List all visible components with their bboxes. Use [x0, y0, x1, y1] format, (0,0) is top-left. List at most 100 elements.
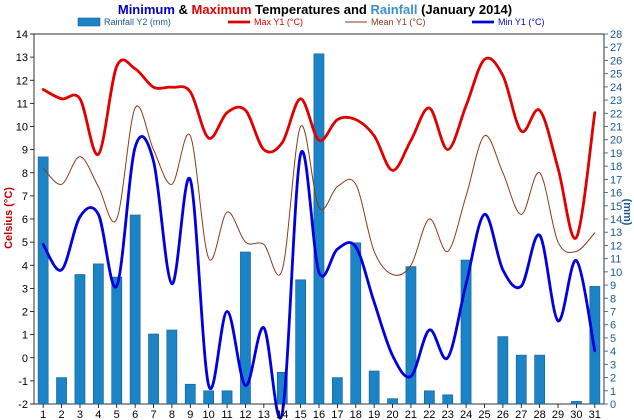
right-tick-label: 5 — [610, 333, 616, 345]
left-tick-label: 3 — [22, 283, 28, 295]
rainfall-bar-day-26 — [497, 336, 509, 405]
left-tick-label: 8 — [22, 168, 28, 180]
x-tick-label: 27 — [515, 409, 527, 420]
left-tick-label: 10 — [16, 122, 28, 134]
left-tick-label: 6 — [22, 214, 28, 226]
right-tick-label: 7 — [610, 307, 616, 319]
temperature-lines — [41, 56, 597, 420]
left-tick-label: 4 — [22, 260, 28, 272]
x-tick-label: 23 — [442, 409, 454, 420]
x-tick-label: 6 — [132, 409, 138, 420]
x-tick-label: 10 — [203, 409, 215, 420]
y-axis-label-left: Celsius (°C) — [3, 187, 15, 249]
x-tick-label: 9 — [187, 409, 193, 420]
right-tick-label: 19 — [610, 148, 622, 160]
x-tick-label: 17 — [331, 409, 343, 420]
rainfall-bar-day-23 — [442, 394, 454, 405]
rainfall-bar-day-9 — [184, 383, 196, 405]
right-tick-label: 11 — [610, 254, 621, 266]
right-tick-label: 14 — [610, 214, 622, 226]
right-tick-label: 15 — [610, 201, 622, 213]
mean-temp-line — [42, 105, 596, 276]
right-tick-label: 23 — [610, 95, 622, 107]
left-tick-label: 0 — [22, 353, 28, 365]
title-part-1: & — [175, 2, 192, 17]
rainfall-bar-day-19 — [368, 370, 380, 405]
rainfall-bar-day-18 — [350, 242, 362, 405]
legend-label: Min Y1 (°C) — [498, 17, 544, 27]
left-tick-label: 2 — [22, 307, 28, 319]
x-tick-label: 8 — [169, 409, 175, 420]
right-tick-label: 25 — [610, 69, 622, 81]
left-tick-label: 12 — [16, 75, 28, 87]
right-tick-label: 17 — [610, 174, 622, 186]
right-tick-label: 26 — [610, 55, 622, 67]
x-tick-label: 11 — [221, 409, 232, 420]
right-tick-label: 0 — [610, 399, 616, 411]
x-tick-label: 12 — [239, 409, 251, 420]
left-tick-label: 7 — [22, 191, 28, 203]
axes: -2-1012345678910111213140123456789101112… — [16, 29, 623, 420]
left-tick-label: 14 — [16, 29, 28, 41]
left-tick-label: 9 — [22, 145, 28, 157]
min-temp-line — [41, 135, 597, 420]
x-tick-label: 3 — [77, 409, 83, 420]
rainfall-bar-day-17 — [331, 377, 343, 405]
right-tick-label: 6 — [610, 320, 616, 332]
left-tick-label: -1 — [18, 376, 28, 388]
rainfall-bar-day-22 — [423, 390, 435, 405]
x-tick-label: 14 — [276, 409, 288, 420]
left-tick-label: 11 — [17, 98, 28, 110]
x-tick-label: 25 — [478, 409, 490, 420]
left-tick-label: 5 — [22, 237, 28, 249]
right-tick-label: 8 — [610, 293, 616, 305]
rainfall-bar-day-11 — [221, 390, 233, 405]
right-tick-label: 13 — [610, 227, 622, 239]
x-tick-label: 15 — [294, 409, 306, 420]
rainfall-bars — [37, 53, 601, 405]
right-tick-label: 12 — [610, 240, 622, 252]
rainfall-bar-day-28 — [534, 354, 545, 405]
right-tick-label: 16 — [610, 188, 622, 200]
x-tick-label: 1 — [40, 409, 46, 420]
max-temp-line — [41, 56, 597, 240]
rainfall-bar-day-5 — [111, 276, 123, 405]
right-tick-label: 27 — [610, 42, 622, 54]
right-tick-label: 10 — [610, 267, 622, 279]
x-tick-label: 21 — [405, 409, 417, 420]
x-tick-label: 18 — [350, 409, 362, 420]
right-tick-label: 1 — [610, 386, 616, 398]
rainfall-bar-day-8 — [166, 329, 178, 405]
x-tick-label: 7 — [150, 409, 156, 420]
x-tick-label: 4 — [95, 409, 101, 420]
legend-swatch-rainfall — [77, 17, 101, 27]
x-tick-label: 5 — [114, 409, 120, 420]
rainfall-bar-day-2 — [56, 377, 67, 405]
right-tick-label: 4 — [610, 346, 616, 358]
legend-label: Max Y1 (°C) — [254, 17, 303, 27]
x-tick-label: 30 — [570, 409, 582, 420]
right-tick-label: 24 — [610, 82, 622, 94]
rainfall-bar-day-21 — [405, 266, 417, 405]
x-tick-label: 16 — [313, 409, 325, 420]
x-tick-label: 2 — [59, 409, 65, 420]
title-part-5: (January 2014) — [417, 2, 512, 17]
title-part-3: Temperatures and — [252, 2, 371, 17]
y-axis-label-right: (mm) — [621, 199, 633, 226]
rainfall-bar-day-1 — [37, 156, 49, 405]
rainfall-bar-day-20 — [387, 398, 398, 405]
legend: Rainfall Y2 (mm) Max Y1 (°C) Mean Y1 (°C) M… — [77, 17, 544, 27]
title-part-0: Minimum — [118, 2, 175, 17]
rainfall-bar-day-6 — [129, 214, 141, 405]
x-tick-label: 22 — [423, 409, 435, 420]
rainfall-bar-day-16 — [313, 53, 325, 405]
left-tick-label: -2 — [18, 399, 28, 411]
right-tick-label: 21 — [610, 122, 622, 134]
x-tick-label: 29 — [552, 409, 564, 420]
right-tick-label: 28 — [610, 29, 622, 41]
rainfall-bar-day-30 — [571, 401, 582, 405]
right-tick-label: 3 — [610, 359, 616, 371]
left-tick-label: 1 — [22, 330, 28, 342]
x-tick-label: 26 — [497, 409, 509, 420]
